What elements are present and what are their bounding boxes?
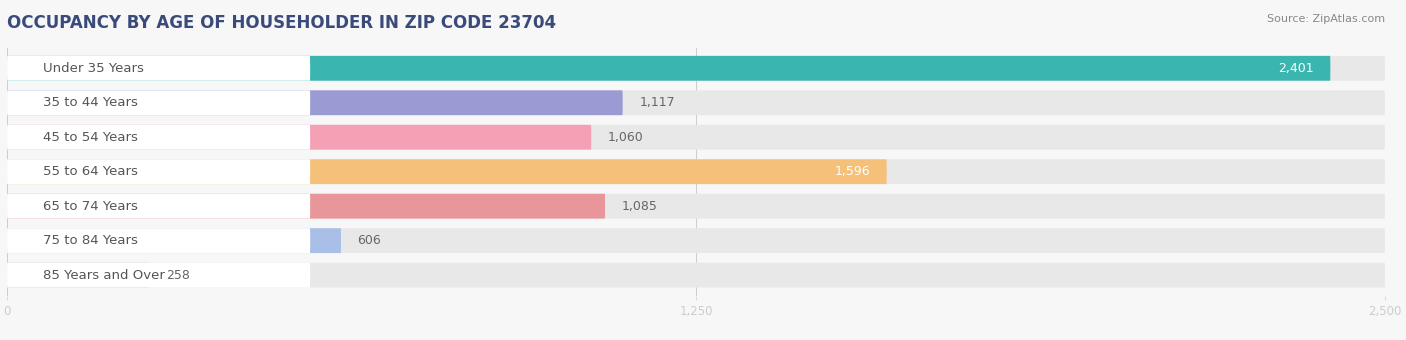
FancyBboxPatch shape — [7, 263, 1385, 288]
Text: 45 to 54 Years: 45 to 54 Years — [44, 131, 138, 144]
FancyBboxPatch shape — [7, 228, 1385, 253]
FancyBboxPatch shape — [7, 159, 1385, 184]
FancyBboxPatch shape — [7, 56, 1385, 81]
Text: 85 Years and Over: 85 Years and Over — [44, 269, 166, 282]
FancyBboxPatch shape — [7, 125, 311, 150]
Text: 606: 606 — [357, 234, 381, 247]
FancyBboxPatch shape — [7, 263, 311, 288]
Text: 65 to 74 Years: 65 to 74 Years — [44, 200, 138, 213]
FancyBboxPatch shape — [7, 90, 311, 115]
Text: 258: 258 — [166, 269, 190, 282]
Text: 1,085: 1,085 — [621, 200, 658, 213]
FancyBboxPatch shape — [7, 90, 623, 115]
FancyBboxPatch shape — [7, 194, 1385, 219]
Text: 55 to 64 Years: 55 to 64 Years — [44, 165, 138, 178]
Text: 75 to 84 Years: 75 to 84 Years — [44, 234, 138, 247]
FancyBboxPatch shape — [7, 56, 311, 81]
Text: 2,401: 2,401 — [1278, 62, 1313, 75]
Text: 35 to 44 Years: 35 to 44 Years — [44, 96, 138, 109]
FancyBboxPatch shape — [7, 194, 605, 219]
Text: 1,117: 1,117 — [640, 96, 675, 109]
FancyBboxPatch shape — [7, 56, 1330, 81]
Text: Under 35 Years: Under 35 Years — [44, 62, 145, 75]
Text: OCCUPANCY BY AGE OF HOUSEHOLDER IN ZIP CODE 23704: OCCUPANCY BY AGE OF HOUSEHOLDER IN ZIP C… — [7, 14, 557, 32]
FancyBboxPatch shape — [7, 228, 342, 253]
Text: Source: ZipAtlas.com: Source: ZipAtlas.com — [1267, 14, 1385, 23]
FancyBboxPatch shape — [7, 194, 311, 219]
Text: 1,596: 1,596 — [835, 165, 870, 178]
FancyBboxPatch shape — [7, 263, 149, 288]
FancyBboxPatch shape — [7, 125, 592, 150]
FancyBboxPatch shape — [7, 125, 1385, 150]
FancyBboxPatch shape — [7, 159, 887, 184]
FancyBboxPatch shape — [7, 159, 311, 184]
Text: 1,060: 1,060 — [607, 131, 644, 144]
FancyBboxPatch shape — [7, 228, 311, 253]
FancyBboxPatch shape — [7, 90, 1385, 115]
